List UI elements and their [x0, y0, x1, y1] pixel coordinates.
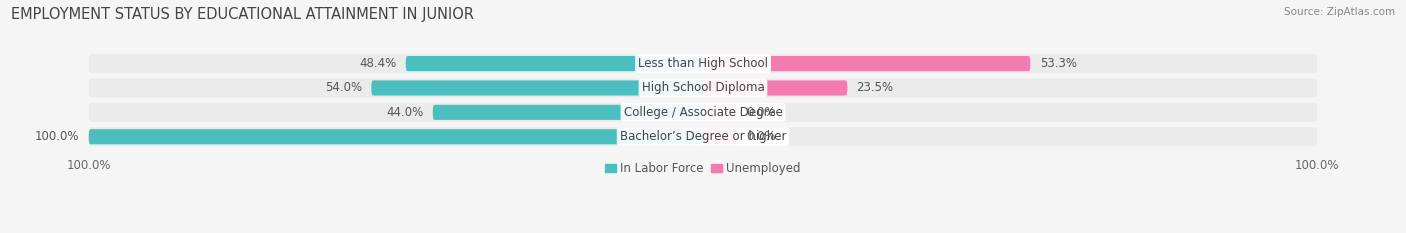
Text: 44.0%: 44.0% — [387, 106, 423, 119]
Text: 0.0%: 0.0% — [747, 130, 776, 143]
FancyBboxPatch shape — [703, 80, 848, 96]
Text: 48.4%: 48.4% — [359, 57, 396, 70]
FancyBboxPatch shape — [89, 79, 1317, 97]
Text: Less than High School: Less than High School — [638, 57, 768, 70]
Text: Bachelor’s Degree or higher: Bachelor’s Degree or higher — [620, 130, 786, 143]
Text: 100.0%: 100.0% — [35, 130, 80, 143]
Text: EMPLOYMENT STATUS BY EDUCATIONAL ATTAINMENT IN JUNIOR: EMPLOYMENT STATUS BY EDUCATIONAL ATTAINM… — [11, 7, 474, 22]
FancyBboxPatch shape — [433, 105, 703, 120]
FancyBboxPatch shape — [371, 80, 703, 96]
FancyBboxPatch shape — [406, 56, 703, 71]
FancyBboxPatch shape — [89, 129, 703, 144]
Legend: In Labor Force, Unemployed: In Labor Force, Unemployed — [600, 158, 806, 180]
FancyBboxPatch shape — [89, 54, 1317, 73]
FancyBboxPatch shape — [703, 105, 737, 120]
Text: High School Diploma: High School Diploma — [641, 82, 765, 94]
Text: Source: ZipAtlas.com: Source: ZipAtlas.com — [1284, 7, 1395, 17]
Text: 53.3%: 53.3% — [1039, 57, 1077, 70]
FancyBboxPatch shape — [89, 103, 1317, 122]
Text: 0.0%: 0.0% — [747, 106, 776, 119]
Text: College / Associate Degree: College / Associate Degree — [624, 106, 782, 119]
FancyBboxPatch shape — [89, 127, 1317, 146]
Text: 23.5%: 23.5% — [856, 82, 894, 94]
Text: 54.0%: 54.0% — [325, 82, 363, 94]
FancyBboxPatch shape — [703, 129, 737, 144]
FancyBboxPatch shape — [703, 56, 1031, 71]
